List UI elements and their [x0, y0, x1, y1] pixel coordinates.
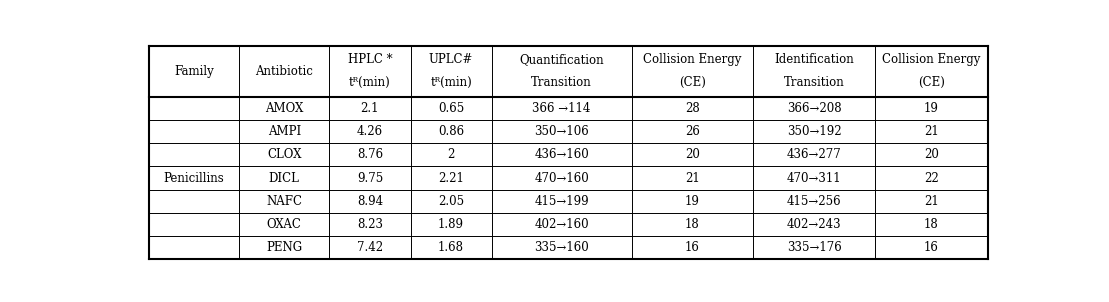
Text: 20: 20 [685, 148, 700, 161]
Text: 16: 16 [685, 241, 700, 254]
Text: 335→160: 335→160 [535, 241, 589, 254]
Text: 415→256: 415→256 [787, 195, 842, 208]
Text: 21: 21 [924, 195, 939, 208]
Text: 366→208: 366→208 [787, 102, 842, 115]
Text: Family: Family [174, 65, 214, 78]
Text: 436→277: 436→277 [786, 148, 842, 161]
Text: (CE): (CE) [918, 76, 945, 89]
Text: 7.42: 7.42 [357, 241, 383, 254]
Text: Collision Energy: Collision Energy [883, 53, 980, 66]
Text: AMPI: AMPI [267, 125, 301, 138]
Text: 2.05: 2.05 [438, 195, 465, 208]
Text: 350→106: 350→106 [535, 125, 589, 138]
Text: OXAC: OXAC [267, 218, 302, 231]
Text: 18: 18 [685, 218, 700, 231]
Text: HPLC *: HPLC * [347, 53, 393, 66]
Text: DICL: DICL [268, 172, 299, 185]
Text: 436→160: 436→160 [535, 148, 589, 161]
Text: 350→192: 350→192 [787, 125, 842, 138]
Text: 21: 21 [685, 172, 700, 185]
Text: Identification: Identification [774, 53, 854, 66]
Text: Penicillins: Penicillins [164, 172, 224, 185]
Text: 402→160: 402→160 [535, 218, 589, 231]
Text: 26: 26 [685, 125, 700, 138]
Text: 8.76: 8.76 [357, 148, 383, 161]
Text: NAFC: NAFC [266, 195, 303, 208]
Text: 470→311: 470→311 [787, 172, 842, 185]
Text: 415→199: 415→199 [535, 195, 589, 208]
Text: 4.26: 4.26 [357, 125, 383, 138]
Text: 21: 21 [924, 125, 939, 138]
Text: 2.21: 2.21 [438, 172, 464, 185]
Text: 1.68: 1.68 [438, 241, 464, 254]
Text: AMOX: AMOX [265, 102, 304, 115]
Text: 2.1: 2.1 [360, 102, 379, 115]
Text: Transition: Transition [784, 76, 845, 89]
Text: CLOX: CLOX [267, 148, 302, 161]
Text: 18: 18 [924, 218, 939, 231]
Text: 20: 20 [924, 148, 939, 161]
Text: 19: 19 [685, 195, 700, 208]
Text: 366 →114: 366 →114 [532, 102, 591, 115]
Text: Collision Energy: Collision Energy [643, 53, 742, 66]
Text: 1.89: 1.89 [438, 218, 464, 231]
Text: 470→160: 470→160 [535, 172, 589, 185]
Text: 19: 19 [924, 102, 939, 115]
Text: (CE): (CE) [679, 76, 705, 89]
Text: UPLC#: UPLC# [429, 53, 474, 66]
Text: Transition: Transition [531, 76, 592, 89]
Text: 2: 2 [447, 148, 455, 161]
Text: Antibiotic: Antibiotic [255, 65, 313, 78]
Text: Quantification: Quantification [519, 53, 604, 66]
Text: 28: 28 [685, 102, 700, 115]
Text: 22: 22 [924, 172, 939, 185]
Text: 9.75: 9.75 [357, 172, 383, 185]
Text: 0.65: 0.65 [438, 102, 465, 115]
Text: 8.94: 8.94 [357, 195, 383, 208]
Text: 0.86: 0.86 [438, 125, 465, 138]
Text: 16: 16 [924, 241, 939, 254]
Text: tᴿ(min): tᴿ(min) [349, 76, 390, 89]
Text: tᴿ(min): tᴿ(min) [430, 76, 472, 89]
Text: 335→176: 335→176 [786, 241, 842, 254]
Text: 402→243: 402→243 [787, 218, 842, 231]
Text: 8.23: 8.23 [357, 218, 383, 231]
Text: PENG: PENG [266, 241, 303, 254]
